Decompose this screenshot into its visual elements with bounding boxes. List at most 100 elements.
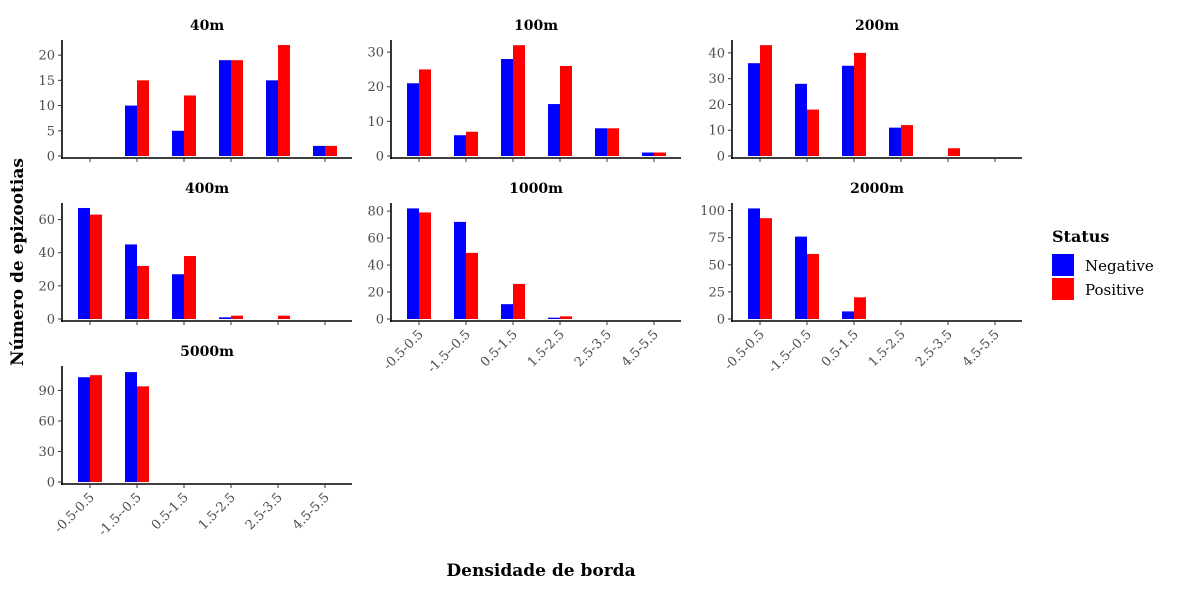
bar-negative <box>501 59 513 156</box>
x-tick-label: 1.5-2.5 <box>196 490 239 533</box>
bar-negative <box>595 128 607 156</box>
bar-positive <box>807 253 819 319</box>
bar-negative <box>454 135 466 156</box>
bar-positive <box>948 148 960 156</box>
bar-negative <box>454 221 466 319</box>
bar-positive <box>90 214 102 319</box>
facet-panels: 40m 0 5 10 15 20 100m 0 10 20 30 200m 0 10 20 30 40 400m 0… <box>38 18 1022 539</box>
y-tick-label: 10 <box>708 124 725 139</box>
bar-positive <box>466 252 478 319</box>
bar-negative <box>842 311 854 319</box>
bar-negative <box>219 317 231 319</box>
bar-positive <box>654 152 666 156</box>
facet-title: 5000m <box>180 344 234 360</box>
bar-negative <box>748 208 760 319</box>
y-tick-label: 0 <box>47 313 55 328</box>
y-tick-label: 60 <box>38 414 55 429</box>
bar-negative <box>795 236 807 319</box>
x-tick-label: -0.5-0.5 <box>52 490 98 536</box>
bar-positive <box>607 128 619 156</box>
facet-5000m: 5000m 0 30 60 90 -0.5-0.5-1.5--0.5 0.5-1.5 1.5-… <box>38 344 352 539</box>
bar-positive <box>513 45 525 156</box>
bar-positive <box>184 256 196 319</box>
bar-positive <box>854 297 866 319</box>
x-tick-label: -1.5--0.5 <box>96 490 145 539</box>
y-tick-label: 0 <box>47 476 55 491</box>
facet-400m: 400m 0 20 40 60 <box>38 181 352 328</box>
x-tick-label: 1.5-2.5 <box>866 327 909 370</box>
facet-title: 200m <box>855 18 899 34</box>
y-tick-label: 20 <box>708 98 725 113</box>
x-tick-label: 1.5-2.5 <box>525 327 568 370</box>
facet-title: 100m <box>514 18 558 34</box>
y-tick-label: 100 <box>700 204 725 219</box>
y-tick-label: 25 <box>708 285 725 300</box>
bar-negative <box>266 80 278 156</box>
y-tick-label: 0 <box>376 150 384 165</box>
bar-negative <box>219 60 231 156</box>
bar-positive <box>231 60 243 156</box>
bar-negative <box>501 304 513 319</box>
legend-title: Status <box>1052 227 1109 246</box>
bar-positive <box>419 69 431 156</box>
y-tick-label: 15 <box>38 74 55 89</box>
bar-positive <box>560 316 572 319</box>
bar-negative <box>548 317 560 319</box>
x-tick-label: 0.5-1.5 <box>819 327 862 370</box>
x-tick-label: 4.5-5.5 <box>619 327 662 370</box>
bar-negative <box>125 244 137 319</box>
bar-negative <box>78 207 90 319</box>
bar-positive <box>419 212 431 319</box>
x-tick-label: 2.5-3.5 <box>913 327 956 370</box>
facet-1000m: 1000m 0 20 40 60 80 -0.5-0.5-1.5--0.5 0.5-1.5 1.… <box>367 181 681 376</box>
y-tick-label: 80 <box>367 205 384 220</box>
facet-2000m: 2000m 0 25 50 75 100 -0.5-0.5-1.5--0.5 0.5-1.5 1… <box>700 181 1022 376</box>
bar-negative <box>407 83 419 156</box>
x-tick-label: -1.5--0.5 <box>425 327 474 376</box>
bar-negative <box>748 63 760 157</box>
y-tick-label: 0 <box>717 313 725 328</box>
bar-negative <box>125 372 137 482</box>
x-tick-label: 4.5-5.5 <box>290 490 333 533</box>
facet-200m: 200m 0 10 20 30 40 <box>708 18 1022 165</box>
bar-negative <box>795 83 807 156</box>
bar-positive <box>466 131 478 156</box>
x-tick-label: 0.5-1.5 <box>149 490 192 533</box>
bar-negative <box>172 274 184 319</box>
y-tick-label: 20 <box>367 80 384 95</box>
bar-positive <box>137 386 149 482</box>
facet-title: 1000m <box>509 181 563 197</box>
x-tick-label: 0.5-1.5 <box>478 327 521 370</box>
y-tick-label: 10 <box>367 115 384 130</box>
bar-negative <box>842 65 854 156</box>
bar-negative <box>642 152 654 156</box>
x-tick-label: -0.5-0.5 <box>381 327 427 373</box>
x-tick-label: -1.5--0.5 <box>766 327 815 376</box>
bar-positive <box>137 80 149 156</box>
y-tick-label: 0 <box>376 313 384 328</box>
y-tick-label: 20 <box>38 49 55 64</box>
bar-negative <box>125 105 137 156</box>
bar-positive <box>278 315 290 319</box>
facet-title: 400m <box>185 181 229 197</box>
x-tick-label: 4.5-5.5 <box>960 327 1003 370</box>
x-axis-title: Densidade de borda <box>446 561 635 581</box>
bar-negative <box>172 130 184 156</box>
bar-positive <box>760 218 772 319</box>
bar-negative <box>78 377 90 482</box>
bar-positive <box>231 315 243 319</box>
legend-label-negative: Negative <box>1085 257 1154 275</box>
y-tick-label: 30 <box>367 46 384 61</box>
y-tick-label: 50 <box>708 258 725 273</box>
bar-positive <box>760 45 772 156</box>
facet-title: 40m <box>190 18 224 34</box>
bar-positive <box>278 45 290 156</box>
y-tick-label: 40 <box>708 46 725 61</box>
facet-100m: 100m 0 10 20 30 <box>367 18 681 165</box>
x-tick-label: 2.5-3.5 <box>572 327 615 370</box>
facet-title: 2000m <box>850 181 904 197</box>
legend: Status Negative Positive <box>1052 227 1154 300</box>
x-tick-label: -0.5-0.5 <box>722 327 768 373</box>
